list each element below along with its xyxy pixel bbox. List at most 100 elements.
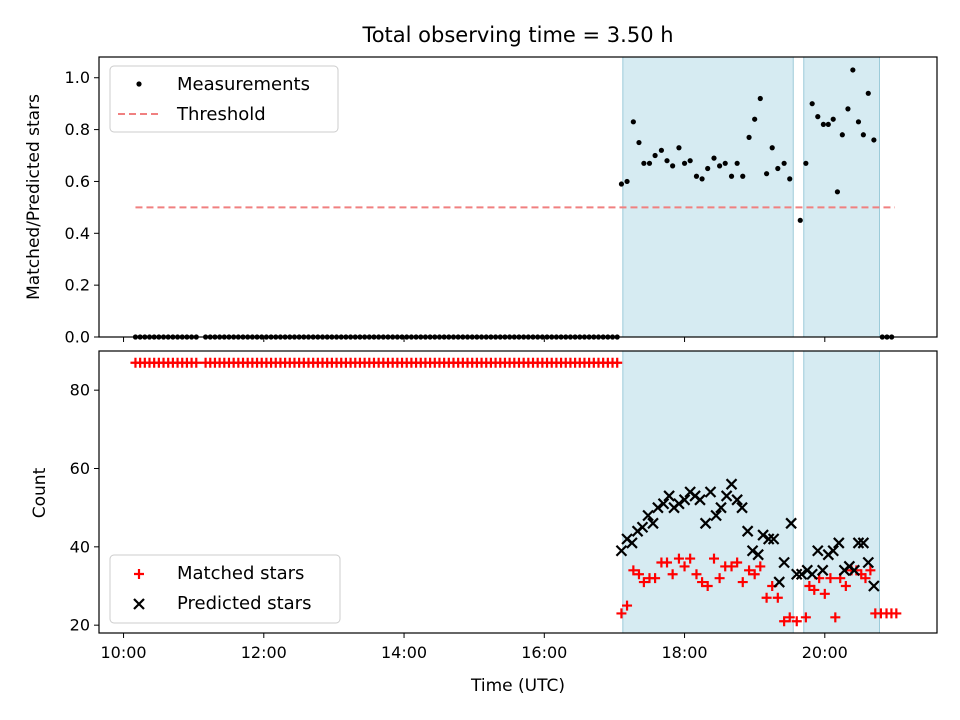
matched-star-point <box>800 612 811 623</box>
measurement-point <box>860 132 866 138</box>
matched-star-point <box>825 573 836 584</box>
y-tick-label: 0.0 <box>65 328 90 347</box>
matched-star-point <box>709 553 720 564</box>
predicted-star-point <box>647 517 659 530</box>
predicted-star-point <box>663 490 675 502</box>
bottom-axes-frame <box>98 350 938 634</box>
top-y-axis-label: Matched/Predicted stars <box>24 94 44 300</box>
measurement-point <box>740 173 746 179</box>
measurement-point <box>624 178 630 185</box>
x-tick-label: 18:00 <box>661 643 707 662</box>
measurement-point <box>681 160 688 166</box>
predicted-star-point <box>773 576 785 588</box>
bottom-panel: 20 40 60 80 10:00 12:00 14:00 16:00 18:00 20:00 Ma… <box>70 350 938 662</box>
matched-star-point <box>622 600 633 611</box>
measurement-point <box>711 155 717 161</box>
predicted-star-point <box>852 537 865 549</box>
matched-star-point <box>673 553 684 564</box>
matched-star-point <box>860 573 871 584</box>
predicted-star-point <box>720 490 733 502</box>
measurement-point <box>728 173 735 179</box>
x-tick-label: 16:00 <box>521 643 567 662</box>
matched-star-point <box>662 557 673 568</box>
matched-star-point <box>809 584 820 595</box>
measurement-point <box>830 116 836 122</box>
predicted-star-point <box>812 544 824 557</box>
measurement-point <box>734 160 740 166</box>
measurement-point <box>757 95 763 102</box>
measurement-point <box>787 176 793 182</box>
matched-star-point <box>772 592 783 603</box>
legend-label-matched: Matched stars <box>177 563 304 584</box>
predicted-star-point <box>673 497 685 510</box>
matched-star-point <box>749 569 760 580</box>
measurement-point <box>865 90 871 96</box>
predicted-star-point <box>767 533 780 545</box>
measurement-point <box>815 114 821 120</box>
predicted-star-point <box>752 548 764 561</box>
measurement-point <box>809 101 815 107</box>
matched-star-point <box>679 561 690 572</box>
matched-star-point <box>612 357 623 368</box>
legend-label-predicted: Predicted stars <box>177 593 311 614</box>
measurement-point <box>618 181 625 187</box>
matched-star-point <box>784 612 795 623</box>
y-tick-label: 0.8 <box>65 120 90 139</box>
legend-box <box>109 554 341 624</box>
matched-star-point <box>779 616 790 627</box>
measurement-point <box>636 139 642 146</box>
measurement-point <box>839 132 845 138</box>
matched-star-point <box>685 553 696 564</box>
figure-title: Total observing time = 3.50 h <box>361 23 673 47</box>
matched-star-point <box>633 569 644 580</box>
legend-marker-predicted <box>133 598 145 610</box>
legend-box <box>109 65 339 133</box>
measurement-point <box>797 217 803 223</box>
measurement-point <box>781 160 787 166</box>
predicted-star-point <box>699 517 712 530</box>
matched-star-point <box>691 569 702 580</box>
predicted-star-point <box>816 564 829 577</box>
predicted-star-point <box>862 556 875 569</box>
predicted-star-point <box>694 494 706 506</box>
predicted-star-point <box>715 501 727 514</box>
measurement-point <box>763 171 770 177</box>
y-tick-label: 20 <box>70 616 90 635</box>
predicted-star-point <box>731 494 743 506</box>
predicted-star-point <box>704 486 717 498</box>
y-tick-label: 0.4 <box>65 224 90 243</box>
matched-star-point <box>191 357 202 368</box>
measurement-point <box>752 116 758 122</box>
top-axes-frame <box>98 56 938 338</box>
predicted-star-point <box>868 580 880 592</box>
y-tick-label: 40 <box>70 537 90 556</box>
y-tick-label: 60 <box>70 459 90 478</box>
predicted-star-point <box>785 517 797 530</box>
measurement-point <box>775 165 781 172</box>
predicted-star-point <box>806 568 818 581</box>
measurement-point <box>676 145 682 151</box>
predicted-star-point <box>652 501 664 514</box>
y-tick-label: 0.2 <box>65 276 90 295</box>
measurement-point <box>664 158 670 164</box>
matched-star-point <box>737 577 748 588</box>
measurement-point <box>699 176 705 182</box>
matched-star-point <box>819 588 830 599</box>
matched-star-point <box>761 592 772 603</box>
predicted-star-point <box>795 568 808 581</box>
matched-star-point <box>697 577 708 588</box>
matched-star-point <box>616 608 627 619</box>
measurement-point <box>803 160 809 166</box>
predicted-star-point <box>762 533 775 545</box>
legend-label-threshold: Threshold <box>176 104 266 125</box>
measurement-point <box>630 119 636 125</box>
predicted-star-point <box>746 544 759 557</box>
bottom-y-axis-label: Count <box>30 467 50 518</box>
measurement-point <box>641 160 647 166</box>
bottom-legend: Matched stars Predicted stars <box>109 554 341 624</box>
matched-star-point <box>732 557 743 568</box>
measurement-point <box>658 147 665 153</box>
top-legend: Measurements Threshold <box>109 65 339 133</box>
legend-marker-measurements <box>136 81 142 87</box>
